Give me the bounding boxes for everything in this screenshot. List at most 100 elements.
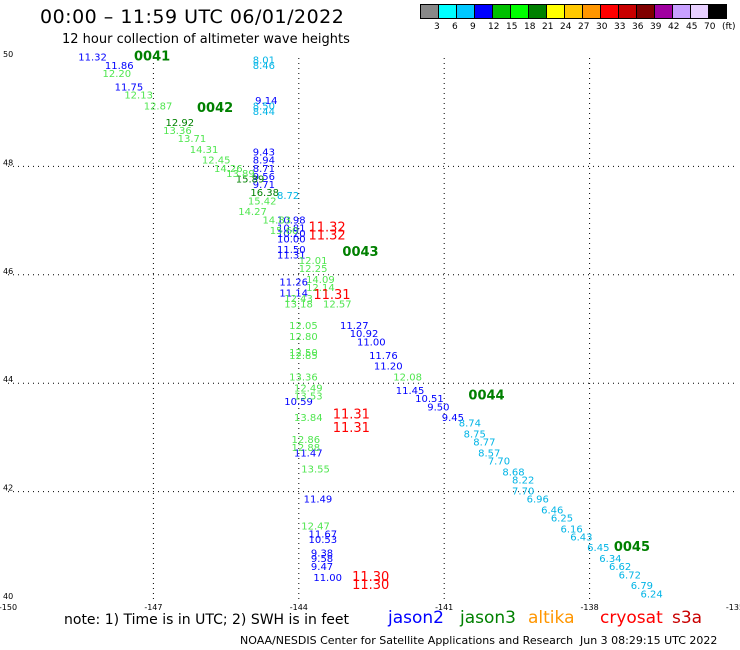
wave-height-label: 8.75 <box>464 429 486 440</box>
wave-height-label: 9.58 <box>311 554 333 565</box>
wave-height-label: 12.80 <box>289 332 318 343</box>
colorbar-tick: (ft) <box>722 22 736 32</box>
wave-height-label: 12.87 <box>144 101 173 112</box>
wave-height-label: 12.57 <box>323 299 352 310</box>
wave-height-label: 0042 <box>197 101 233 116</box>
legend-jason3: jason3 <box>460 608 516 628</box>
wave-height-label: 7.70 <box>488 457 510 468</box>
wave-height-label: 11.86 <box>105 61 134 72</box>
wave-height-label: 6.34 <box>599 554 621 565</box>
wave-height-label: 11.32 <box>78 53 107 64</box>
y-tick-label: 46 <box>3 267 13 276</box>
wave-height-label: 11.32 <box>308 220 345 235</box>
colorbar-tick: 42 <box>668 22 680 32</box>
wave-height-label: 15.42 <box>248 196 277 207</box>
wave-height-label: 12.45 <box>202 156 231 167</box>
wave-height-label: 12.08 <box>393 372 422 383</box>
wave-height-label: 11.27 <box>340 321 369 332</box>
x-tick-label: -144 <box>290 603 308 612</box>
colorbar-tick: 39 <box>650 22 662 32</box>
wave-height-label: 11.49 <box>304 494 333 505</box>
colorbar-tick: 70 <box>704 22 716 32</box>
wave-height-label: 12.85 <box>289 351 318 362</box>
wave-height-label: 14.31 <box>190 145 219 156</box>
wave-height-label: 11.30 <box>352 578 389 593</box>
wave-height-label: 10.92 <box>350 329 379 340</box>
colorbar-swatch <box>708 4 727 19</box>
wave-height-label: 6.96 <box>527 494 549 505</box>
wave-height-label: 6.62 <box>609 562 631 573</box>
wave-height-label: 10.20 <box>277 229 306 240</box>
legend-s3a: s3a <box>672 608 703 628</box>
wave-height-label: 13.36 <box>163 126 192 137</box>
wave-height-label: 14.27 <box>238 207 267 218</box>
wave-height-label: 6.45 <box>587 543 609 554</box>
x-tick-label: -141 <box>435 603 453 612</box>
wave-height-label: 8.77 <box>473 438 495 449</box>
wave-height-label: 8.71 <box>253 164 275 175</box>
wave-height-label: 9.47 <box>311 562 333 573</box>
legend-cryosat: cryosat <box>600 608 663 628</box>
wave-height-label: 11.45 <box>396 386 425 397</box>
colorbar-tick: 45 <box>686 22 698 32</box>
x-tick-label: -135 <box>726 603 740 612</box>
wave-height-label: 12.47 <box>301 522 330 533</box>
wave-height-label: 11.76 <box>369 351 398 362</box>
wave-height-label: 11.67 <box>308 530 337 541</box>
wave-height-label: 0041 <box>134 50 170 65</box>
wave-height-label: 8.50 <box>253 101 275 112</box>
wave-height-label: 12.05 <box>289 321 318 332</box>
wave-height-label: 12.88 <box>292 443 321 454</box>
wave-height-label: 12.43 <box>284 294 313 305</box>
wave-height-label: 13.55 <box>301 465 330 476</box>
x-tick-label: -147 <box>144 603 162 612</box>
wave-height-label: 12.50 <box>289 348 318 359</box>
y-tick-label: 40 <box>3 592 13 601</box>
wave-height-label: 11.31 <box>277 251 306 262</box>
colorbar-tick: 12 <box>488 22 500 32</box>
wave-height-label: 0043 <box>342 245 378 260</box>
colorbar-tick: 18 <box>524 22 536 32</box>
colorbar-tick: 9 <box>470 22 476 32</box>
colorbar-tick: 30 <box>596 22 608 32</box>
wave-height-label: 9.43 <box>253 148 275 159</box>
wave-height-label: 8.94 <box>253 156 275 167</box>
wave-height-label: 11.75 <box>115 83 144 94</box>
wave-height-label: 12.13 <box>124 91 153 102</box>
wave-height-label: 13.18 <box>284 299 313 310</box>
wave-height-label: 11.26 <box>279 278 308 289</box>
colorbar-tick: 36 <box>632 22 644 32</box>
wave-height-label: 11.14 <box>279 288 308 299</box>
colorbar-tick: 33 <box>614 22 626 32</box>
colorbar-tick: 27 <box>578 22 590 32</box>
wave-height-label: 11.50 <box>277 245 306 256</box>
wave-height-label: 8.74 <box>459 419 481 430</box>
y-tick-label: 50 <box>3 50 13 59</box>
wave-height-label: 12.86 <box>292 435 321 446</box>
colorbar-tick: 6 <box>452 22 458 32</box>
wave-height-label: 6.72 <box>619 570 641 581</box>
wave-height-label: 12.49 <box>294 383 323 394</box>
colorbar-tick: 15 <box>506 22 518 32</box>
wave-height-label: 13.84 <box>294 413 323 424</box>
legend-altika: altika <box>528 608 575 628</box>
wave-height-label: 11.31 <box>333 421 370 436</box>
wave-height-label: 6.24 <box>640 589 662 600</box>
wave-height-label: 8.22 <box>512 475 534 486</box>
wave-height-label: 9.71 <box>253 180 275 191</box>
wave-height-label: 10.98 <box>277 215 306 226</box>
wave-height-label: 10.51 <box>415 394 444 405</box>
y-tick-label: 48 <box>3 158 13 167</box>
wave-height-label: 12.92 <box>166 118 195 129</box>
footer-note: note: 1) Time is in UTC; 2) SWH is in fe… <box>64 612 350 628</box>
wave-height-label: 9.45 <box>442 413 464 424</box>
wave-height-label: 14.83 <box>262 215 291 226</box>
wave-height-label: 15.89 <box>236 175 265 186</box>
wave-height-label: 6.46 <box>541 505 563 516</box>
wave-height-label: 8.68 <box>502 467 524 478</box>
wave-height-label: 12.14 <box>306 283 335 294</box>
wave-height-label: 8.44 <box>253 107 275 118</box>
wave-height-label: 11.47 <box>294 448 323 459</box>
wave-height-label: 11.20 <box>374 362 403 373</box>
